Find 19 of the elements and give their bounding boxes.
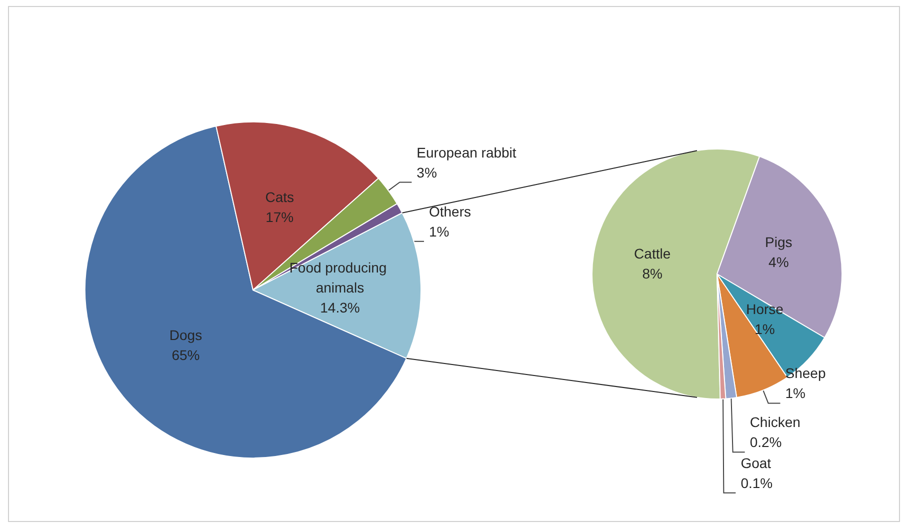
data-label: 65%	[172, 347, 200, 364]
data-label: 1%	[428, 223, 450, 240]
data-label: 1%	[754, 320, 775, 337]
data-label: 17%	[266, 209, 294, 226]
slice-label: European rabbit	[416, 144, 516, 160]
slice-label: Goat	[740, 454, 772, 471]
slice-label: Pigs	[765, 234, 792, 250]
data-label: 0.1%	[740, 474, 773, 491]
data-label: 4%	[768, 254, 789, 270]
data-label: 3%	[416, 164, 437, 180]
slice-label: Cats	[265, 189, 294, 206]
slice-label: Dogs	[169, 327, 202, 344]
slice-label: Cattle	[634, 246, 671, 262]
slice-label: Others	[428, 203, 472, 220]
data-label: 1%	[785, 385, 806, 402]
data-label: 0.2%	[750, 434, 782, 450]
slice-label: Chicken	[750, 414, 800, 430]
data-label: 14.3%	[320, 299, 360, 316]
data-label: 8%	[642, 266, 662, 282]
